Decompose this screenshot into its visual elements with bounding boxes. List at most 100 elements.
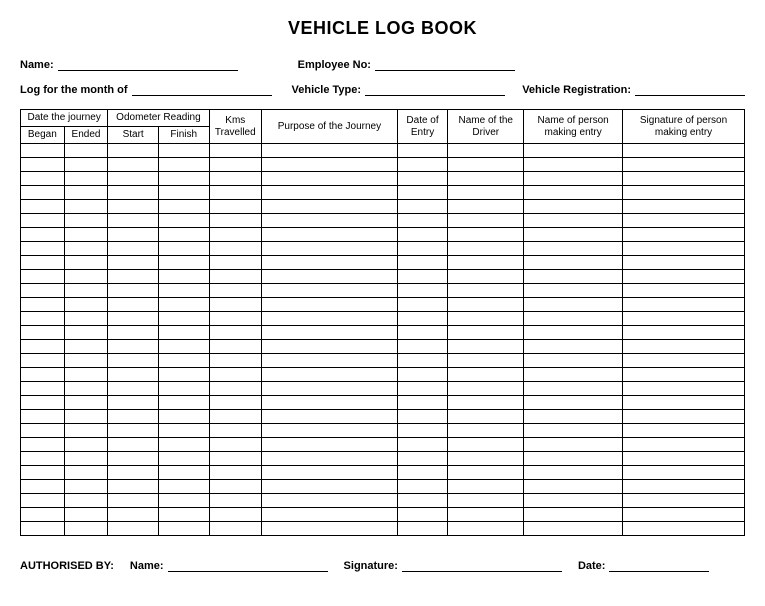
table-cell[interactable] [524, 270, 623, 284]
table-cell[interactable] [21, 270, 65, 284]
table-cell[interactable] [623, 172, 745, 186]
table-cell[interactable] [158, 312, 209, 326]
table-cell[interactable] [262, 480, 398, 494]
table-cell[interactable] [108, 466, 159, 480]
table-cell[interactable] [21, 214, 65, 228]
employee-no-input-line[interactable] [375, 59, 515, 71]
table-cell[interactable] [158, 242, 209, 256]
table-cell[interactable] [262, 256, 398, 270]
table-cell[interactable] [108, 256, 159, 270]
table-cell[interactable] [21, 508, 65, 522]
table-cell[interactable] [209, 438, 262, 452]
table-cell[interactable] [448, 438, 524, 452]
table-cell[interactable] [448, 508, 524, 522]
table-cell[interactable] [158, 452, 209, 466]
table-cell[interactable] [623, 228, 745, 242]
table-cell[interactable] [623, 452, 745, 466]
table-cell[interactable] [524, 242, 623, 256]
table-cell[interactable] [524, 494, 623, 508]
table-cell[interactable] [64, 480, 108, 494]
table-cell[interactable] [397, 424, 448, 438]
table-cell[interactable] [158, 508, 209, 522]
table-cell[interactable] [209, 354, 262, 368]
table-cell[interactable] [21, 298, 65, 312]
table-cell[interactable] [21, 284, 65, 298]
table-cell[interactable] [209, 326, 262, 340]
table-cell[interactable] [524, 466, 623, 480]
table-cell[interactable] [448, 466, 524, 480]
table-cell[interactable] [21, 494, 65, 508]
table-cell[interactable] [262, 368, 398, 382]
table-cell[interactable] [448, 270, 524, 284]
table-cell[interactable] [623, 466, 745, 480]
table-cell[interactable] [448, 172, 524, 186]
table-cell[interactable] [524, 354, 623, 368]
table-cell[interactable] [21, 144, 65, 158]
table-cell[interactable] [158, 410, 209, 424]
table-cell[interactable] [108, 298, 159, 312]
table-cell[interactable] [64, 410, 108, 424]
table-cell[interactable] [448, 284, 524, 298]
table-cell[interactable] [158, 326, 209, 340]
table-cell[interactable] [64, 396, 108, 410]
table-cell[interactable] [21, 480, 65, 494]
table-cell[interactable] [64, 452, 108, 466]
table-cell[interactable] [21, 340, 65, 354]
table-cell[interactable] [524, 480, 623, 494]
table-cell[interactable] [397, 256, 448, 270]
table-cell[interactable] [448, 200, 524, 214]
table-cell[interactable] [623, 438, 745, 452]
table-cell[interactable] [209, 508, 262, 522]
table-cell[interactable] [524, 228, 623, 242]
table-cell[interactable] [524, 410, 623, 424]
table-cell[interactable] [623, 242, 745, 256]
footer-name-input-line[interactable] [168, 560, 328, 572]
table-cell[interactable] [209, 186, 262, 200]
table-cell[interactable] [524, 298, 623, 312]
table-cell[interactable] [262, 522, 398, 536]
table-cell[interactable] [623, 284, 745, 298]
table-cell[interactable] [262, 214, 398, 228]
table-cell[interactable] [397, 312, 448, 326]
table-cell[interactable] [524, 200, 623, 214]
table-cell[interactable] [209, 200, 262, 214]
table-cell[interactable] [397, 200, 448, 214]
table-cell[interactable] [158, 186, 209, 200]
table-cell[interactable] [158, 494, 209, 508]
table-cell[interactable] [623, 368, 745, 382]
table-cell[interactable] [64, 270, 108, 284]
table-cell[interactable] [448, 480, 524, 494]
table-cell[interactable] [448, 340, 524, 354]
table-cell[interactable] [158, 354, 209, 368]
table-cell[interactable] [397, 326, 448, 340]
table-cell[interactable] [448, 298, 524, 312]
table-cell[interactable] [623, 200, 745, 214]
table-cell[interactable] [108, 172, 159, 186]
table-cell[interactable] [524, 172, 623, 186]
table-cell[interactable] [108, 494, 159, 508]
table-cell[interactable] [64, 214, 108, 228]
table-cell[interactable] [397, 172, 448, 186]
footer-date-input-line[interactable] [609, 560, 709, 572]
table-cell[interactable] [64, 256, 108, 270]
table-cell[interactable] [448, 256, 524, 270]
table-cell[interactable] [623, 382, 745, 396]
table-cell[interactable] [158, 158, 209, 172]
table-cell[interactable] [64, 354, 108, 368]
table-cell[interactable] [108, 214, 159, 228]
table-cell[interactable] [108, 158, 159, 172]
table-cell[interactable] [623, 214, 745, 228]
table-cell[interactable] [524, 522, 623, 536]
table-cell[interactable] [623, 396, 745, 410]
table-cell[interactable] [158, 270, 209, 284]
table-cell[interactable] [21, 242, 65, 256]
table-cell[interactable] [21, 368, 65, 382]
table-cell[interactable] [397, 368, 448, 382]
table-cell[interactable] [21, 382, 65, 396]
table-cell[interactable] [108, 270, 159, 284]
table-cell[interactable] [64, 158, 108, 172]
table-cell[interactable] [397, 396, 448, 410]
table-cell[interactable] [448, 410, 524, 424]
table-cell[interactable] [397, 340, 448, 354]
table-cell[interactable] [209, 340, 262, 354]
